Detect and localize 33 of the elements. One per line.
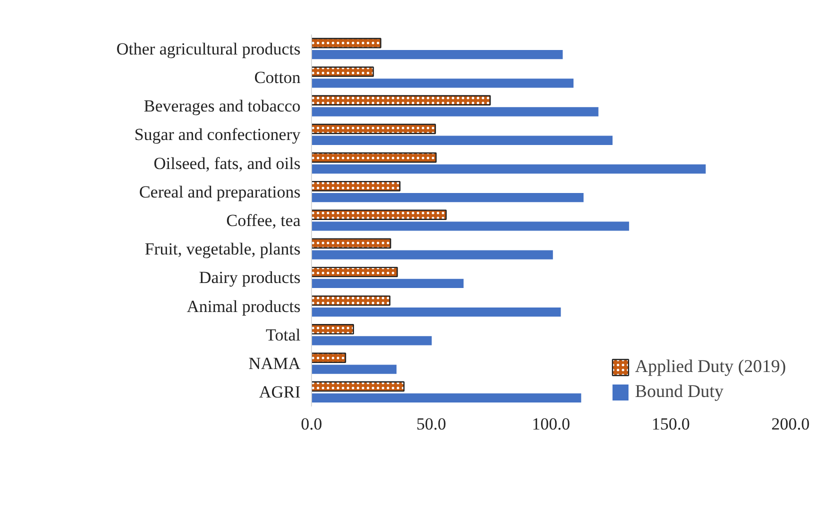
y-tick-label: Total (266, 325, 301, 344)
x-tick-label: 100.0 (532, 414, 570, 434)
y-tick-label: Beverages and tobacco (144, 96, 300, 116)
x-tick-label: 200.0 (771, 414, 810, 434)
bar (312, 250, 553, 260)
y-tick-label: Fruit, vegetable, plants (144, 240, 301, 259)
bar (312, 193, 584, 202)
y-tick-label: Coffee, tea (226, 211, 301, 230)
bar (312, 222, 630, 231)
bar (312, 364, 397, 374)
x-tick-label: 150.0 (652, 414, 690, 434)
y-tick-label: Cotton (254, 68, 301, 87)
bar (312, 136, 613, 145)
y-tick-label: Oilseed, fats, and oils (154, 154, 301, 173)
bar (312, 336, 432, 346)
y-tick-label: Dairy products (199, 268, 301, 288)
y-tick-label: Cereal and preparations (139, 182, 301, 202)
legend-label: Bound Duty (635, 381, 724, 402)
y-tick-label: Animal products (186, 296, 301, 316)
bar (312, 278, 464, 288)
bar (312, 164, 706, 174)
y-tick-label: AGRI (258, 382, 301, 402)
bar (312, 50, 563, 60)
y-tick-label: Other agricultural products (116, 39, 301, 58)
legend-label: Applied Duty (2019) (635, 356, 786, 377)
y-tick-label: NAMA (248, 354, 302, 374)
bar (312, 107, 598, 116)
y-tick-label: Sugar and confectionery (134, 125, 301, 144)
x-tick-label: 0.0 (300, 414, 322, 434)
bar (312, 307, 561, 317)
bar (312, 393, 582, 402)
x-tick-label: 50.0 (416, 414, 446, 434)
bar (312, 78, 574, 88)
